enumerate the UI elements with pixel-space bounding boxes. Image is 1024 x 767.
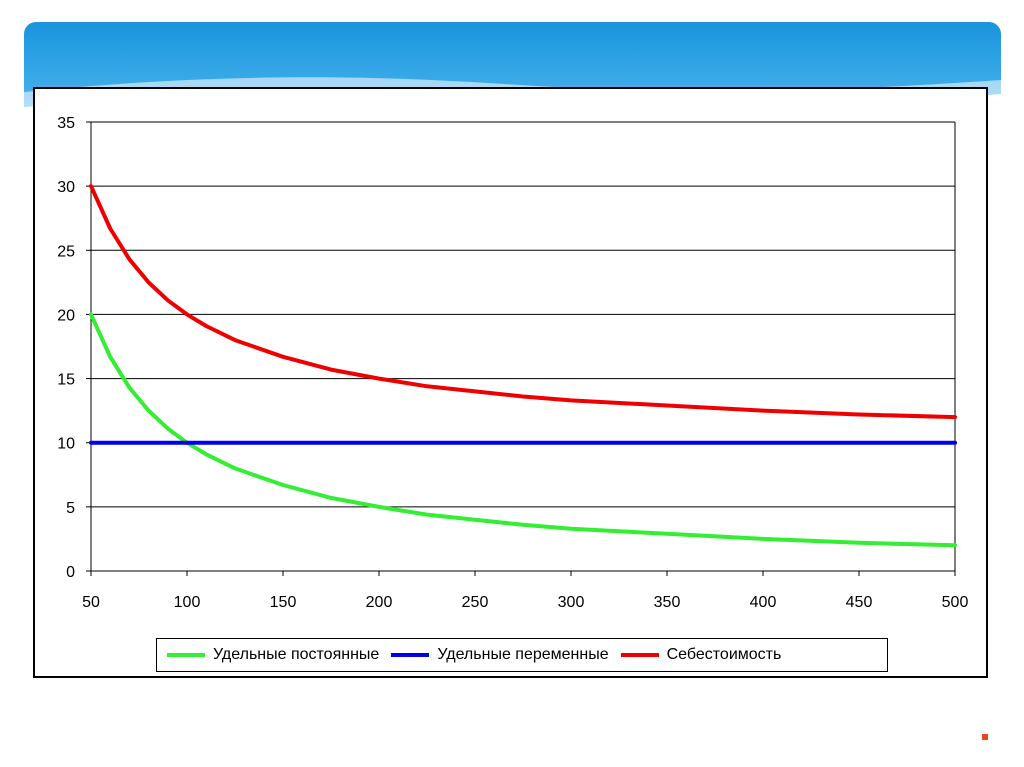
series-line-fixed xyxy=(89,312,957,548)
legend-item-fixed: Удельные постоянные xyxy=(167,646,379,664)
x-tick-label: 100 xyxy=(174,594,201,611)
x-tick-label: 50 xyxy=(82,594,100,611)
y-tick-label: 0 xyxy=(66,564,75,581)
series-line-cost xyxy=(89,184,957,420)
legend-swatch-fixed xyxy=(167,653,205,657)
x-tick-label: 300 xyxy=(558,594,585,611)
slide-corner-mark xyxy=(982,734,988,740)
chart-frame xyxy=(33,87,988,678)
x-tick-label: 500 xyxy=(942,594,969,611)
legend-label-variable: Удельные переменные xyxy=(437,646,609,663)
legend-swatch-variable xyxy=(391,653,430,657)
legend-item-variable: Удельные переменные xyxy=(391,646,609,664)
x-tick-label: 150 xyxy=(270,594,297,611)
x-tick-label: 200 xyxy=(366,594,393,611)
legend-swatch-cost xyxy=(620,653,659,657)
y-tick-label: 5 xyxy=(66,500,75,517)
y-tick-label: 30 xyxy=(57,179,75,196)
y-tick-label: 25 xyxy=(57,243,75,260)
legend-item-cost: Себестоимость xyxy=(620,646,782,664)
y-tick-label: 20 xyxy=(57,307,75,324)
x-tick-label: 250 xyxy=(462,594,489,611)
legend-label-fixed: Удельные постоянные xyxy=(213,646,380,663)
y-tick-label: 10 xyxy=(57,436,75,453)
chart-legend: Удельные постоянные Удельные переменные … xyxy=(156,638,888,672)
y-tick-label: 35 xyxy=(57,115,75,132)
y-tick-label: 15 xyxy=(57,372,75,389)
x-tick-label: 450 xyxy=(846,594,873,611)
x-tick-label: 350 xyxy=(654,594,681,611)
legend-label-cost: Себестоимость xyxy=(666,646,782,663)
x-tick-label: 400 xyxy=(750,594,777,611)
